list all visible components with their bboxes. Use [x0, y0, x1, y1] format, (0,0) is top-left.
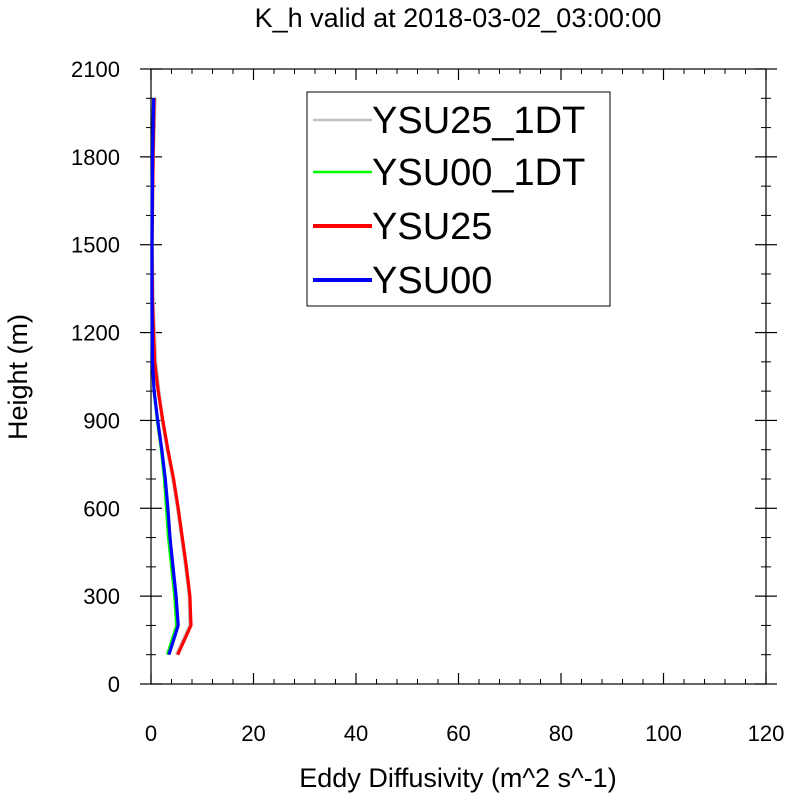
y-tick-label: 900 — [83, 408, 120, 433]
y-tick-label: 2100 — [71, 57, 120, 82]
legend-label: YSU25 — [372, 206, 492, 248]
series-layer — [150, 98, 193, 656]
y-tick-label: 300 — [83, 584, 120, 609]
y-tick-label: 1200 — [71, 321, 120, 346]
legend-box — [306, 91, 611, 307]
y-tick-label: 0 — [108, 672, 120, 697]
legend-label: YSU00 — [372, 260, 492, 302]
legend-label: YSU25_1DT — [372, 100, 585, 142]
legend: YSU25_1DT YSU00_1DT YSU25 YSU00 — [306, 91, 611, 307]
x-tick-label: 40 — [344, 721, 368, 746]
y-tick-label: 1500 — [71, 233, 120, 258]
y-tick-label: 600 — [83, 496, 120, 521]
legend-label: YSU00_1DT — [372, 152, 585, 194]
x-tick-label: 60 — [446, 721, 470, 746]
y-axis-label: Height (m) — [3, 314, 33, 440]
x-axis-label: Eddy Diffusivity (m^2 s^-1) — [299, 763, 616, 793]
series-line-ysu00 — [150, 98, 180, 656]
chart-title: K_h valid at 2018-03-02_03:00:00 — [255, 3, 662, 33]
x-tick-label: 20 — [241, 721, 265, 746]
x-tick-label: 100 — [645, 721, 682, 746]
y-tick-label: 1800 — [71, 145, 120, 170]
x-tick-label: 0 — [145, 721, 157, 746]
x-tick-label: 80 — [549, 721, 573, 746]
x-tick-label: 120 — [748, 721, 785, 746]
